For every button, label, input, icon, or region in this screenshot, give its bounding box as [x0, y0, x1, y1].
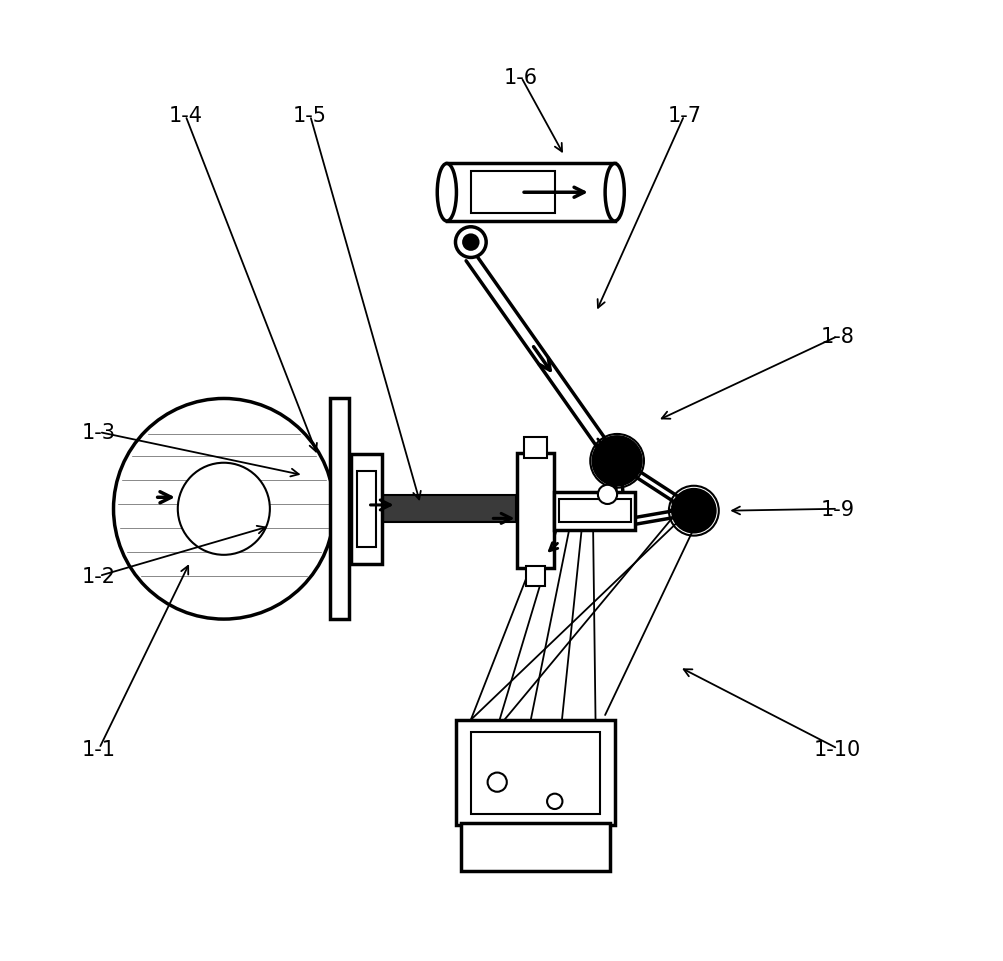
Text: 1-3: 1-3: [82, 423, 116, 443]
Circle shape: [672, 490, 714, 532]
Ellipse shape: [605, 164, 624, 222]
Bar: [554, 492, 635, 530]
Bar: [470, 172, 555, 214]
Bar: [446, 164, 614, 222]
Text: 1-9: 1-9: [819, 500, 854, 519]
Bar: [456, 720, 614, 825]
Circle shape: [178, 463, 270, 555]
Bar: [558, 500, 630, 523]
Bar: [470, 732, 600, 814]
Text: 1-5: 1-5: [293, 107, 327, 126]
Bar: [460, 824, 609, 872]
Circle shape: [598, 485, 617, 505]
Text: 1-6: 1-6: [504, 68, 538, 88]
Bar: [526, 567, 545, 586]
Text: 1-10: 1-10: [813, 739, 861, 759]
Circle shape: [113, 399, 334, 620]
Bar: [382, 496, 516, 523]
Text: 1-7: 1-7: [667, 107, 700, 126]
Bar: [351, 455, 382, 564]
Bar: [517, 454, 554, 569]
Circle shape: [462, 235, 478, 251]
Text: 1-4: 1-4: [169, 107, 203, 126]
Text: 1-1: 1-1: [82, 739, 116, 759]
Circle shape: [672, 497, 691, 516]
Ellipse shape: [437, 164, 456, 222]
Bar: [524, 437, 547, 458]
Text: 1-2: 1-2: [82, 566, 116, 586]
Circle shape: [455, 228, 485, 259]
Bar: [357, 472, 376, 547]
Text: 1-8: 1-8: [820, 327, 854, 347]
Circle shape: [593, 437, 641, 485]
Bar: [330, 399, 349, 620]
